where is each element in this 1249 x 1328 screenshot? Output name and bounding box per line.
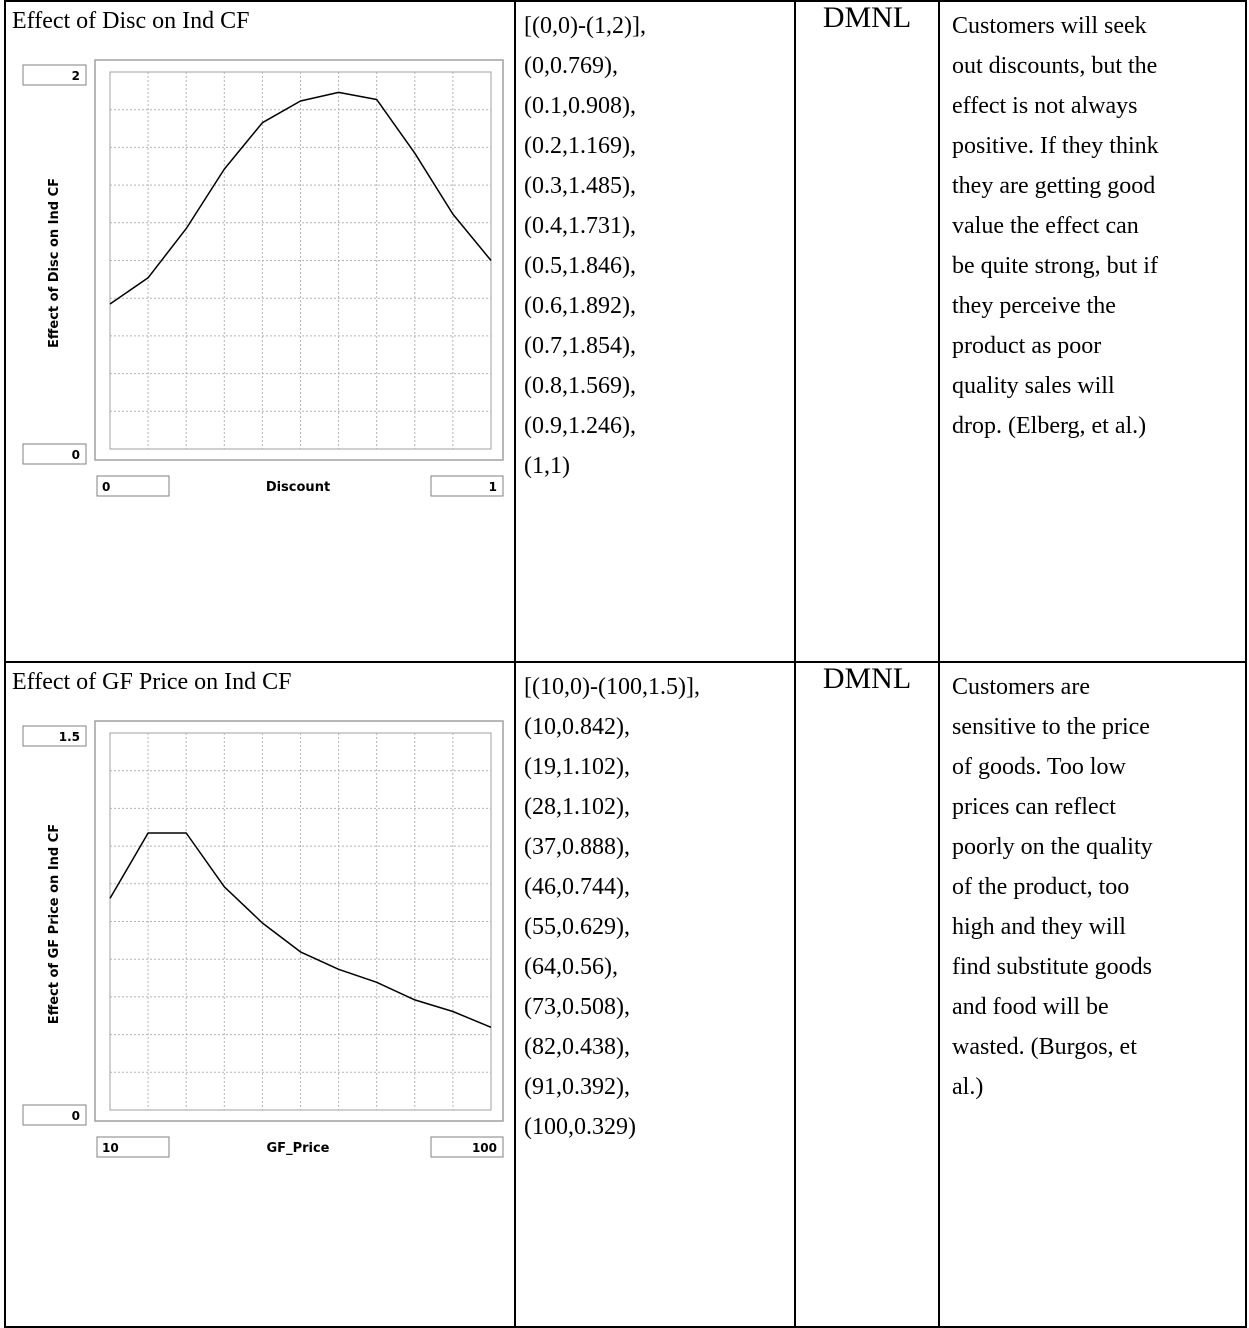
description-line: positive. If they think [952, 133, 1159, 159]
x-max-box [430, 1136, 504, 1158]
lookup-point: (19,1.102), [524, 754, 630, 780]
units-label: DMNL [822, 1, 912, 34]
lookup-point: (0.9,1.246), [524, 413, 636, 439]
description-line: product as poor [952, 333, 1102, 359]
lookup-cell: [(10,0)-(100,1.5)], (10,0.842), (19,1.102)… [514, 661, 796, 1328]
description-line: find substitute goods [952, 954, 1153, 980]
lookup-point: (0.7,1.854), [524, 333, 636, 359]
description-line: sensitive to the price [952, 714, 1150, 740]
description-line: they are getting good [952, 173, 1156, 199]
y-max-label: 1.5 [59, 730, 80, 744]
description-line: of goods. Too low [952, 754, 1126, 780]
variable-name: Effect of GF Price on Ind CF [12, 669, 292, 695]
variable-cell: Effect of Disc on Ind CF 2 0 0 1 Discount Eff… [4, 0, 516, 663]
variable-cell: Effect of GF Price on Ind CF 1.5 0 10 100 GF… [4, 661, 516, 1328]
lookup-point: (46,0.744), [524, 874, 630, 900]
lookup-point: (0.2,1.169), [524, 133, 636, 159]
x-max-box [430, 475, 504, 497]
table-row: Effect of GF Price on Ind CF 1.5 0 10 100 GF… [4, 661, 1247, 1328]
lookup-point: [(10,0)-(100,1.5)], [524, 674, 700, 700]
description-line: effect is not always [952, 93, 1138, 119]
chart-container: 1.5 0 10 100 GF_Price Effect of GF Price on I… [6, 715, 508, 1175]
lookup-point: (0.5,1.846), [524, 253, 636, 279]
description-line: of the product, too [952, 874, 1130, 900]
description-line: out discounts, but the [952, 53, 1158, 79]
lookup-chart: 2 0 0 1 Discount Effect of Disc on Ind CF [22, 59, 504, 497]
lookup-point: (37,0.888), [524, 834, 630, 860]
y-max-box [22, 725, 87, 747]
x-max-label: 100 [472, 1141, 497, 1155]
lookup-point: (1,1) [524, 453, 570, 479]
lookup-point: (0.6,1.892), [524, 293, 636, 319]
lookup-point: (0.8,1.569), [524, 373, 636, 399]
lookup-point: (73,0.508), [524, 994, 630, 1020]
y-max-box [22, 64, 87, 86]
y-max-label: 2 [72, 69, 80, 83]
units-cell: DMNL [794, 0, 940, 663]
lookup-point: (0.4,1.731), [524, 213, 636, 239]
lookup-point: (0.1,0.908), [524, 93, 636, 119]
table-row: Effect of Disc on Ind CF 2 0 0 1 Discount Eff… [4, 0, 1247, 663]
description-line: al.) [952, 1074, 984, 1100]
y-axis-title: Effect of Disc on Ind CF [47, 178, 62, 348]
description-line: be quite strong, but if [952, 253, 1158, 279]
x-max-label: 1 [489, 480, 497, 494]
description-line: and food will be [952, 994, 1109, 1020]
lookup-curve [109, 91, 492, 305]
lookup-cell: [(0,0)-(1,2)], (0,0.769), (0.1,0.908), (0.2… [514, 0, 796, 663]
description-line: they perceive the [952, 293, 1116, 319]
description-line: prices can reflect [952, 794, 1116, 820]
lookup-point: (100,0.329) [524, 1114, 636, 1140]
y-min-box [22, 1104, 87, 1126]
description-line: value the effect can [952, 213, 1139, 239]
x-axis-title: Discount [266, 480, 330, 495]
y-min-label: 0 [72, 1109, 80, 1123]
description-line: poorly on the quality [952, 834, 1153, 860]
description-line: quality sales will [952, 373, 1115, 399]
x-min-label: 0 [102, 480, 110, 494]
variable-name: Effect of Disc on Ind CF [12, 8, 250, 34]
description-line: wasted. (Burgos, et [952, 1034, 1137, 1060]
chart-container: 2 0 0 1 Discount Effect of Disc on Ind CF [6, 54, 508, 514]
lookup-point: (91,0.392), [524, 1074, 630, 1100]
description-line: high and they will [952, 914, 1126, 940]
lookup-point: (28,1.102), [524, 794, 630, 820]
lookup-point: (55,0.629), [524, 914, 630, 940]
y-min-box [22, 443, 87, 465]
units-cell: DMNL [794, 661, 940, 1328]
lookup-point: [(0,0)-(1,2)], [524, 13, 646, 39]
lookup-point: (82,0.438), [524, 1034, 630, 1060]
y-axis-title: Effect of GF Price on Ind CF [47, 824, 62, 1024]
units-label: DMNL [822, 662, 912, 695]
x-min-box [96, 475, 170, 497]
lookup-table: Effect of Disc on Ind CF 2 0 0 1 Discount Eff… [4, 0, 1247, 1328]
y-min-label: 0 [72, 448, 80, 462]
lookup-chart: 1.5 0 10 100 GF_Price Effect of GF Price on I… [22, 720, 504, 1158]
x-min-box [96, 1136, 170, 1158]
description-cell: Customers will seek out discounts, but th… [938, 0, 1247, 663]
lookup-curve [109, 832, 492, 1028]
description-line: drop. (Elberg, et al.) [952, 413, 1147, 439]
description-cell: Customers are sensitive to the price of go… [938, 661, 1247, 1328]
lookup-point: (0.3,1.485), [524, 173, 636, 199]
x-axis-title: GF_Price [267, 1141, 330, 1156]
lookup-point: (0,0.769), [524, 53, 618, 79]
description-line: Customers will seek [952, 13, 1147, 39]
lookup-point: (64,0.56), [524, 954, 618, 980]
lookup-point: (10,0.842), [524, 714, 630, 740]
description-line: Customers are [952, 674, 1090, 700]
x-min-label: 10 [102, 1141, 119, 1155]
